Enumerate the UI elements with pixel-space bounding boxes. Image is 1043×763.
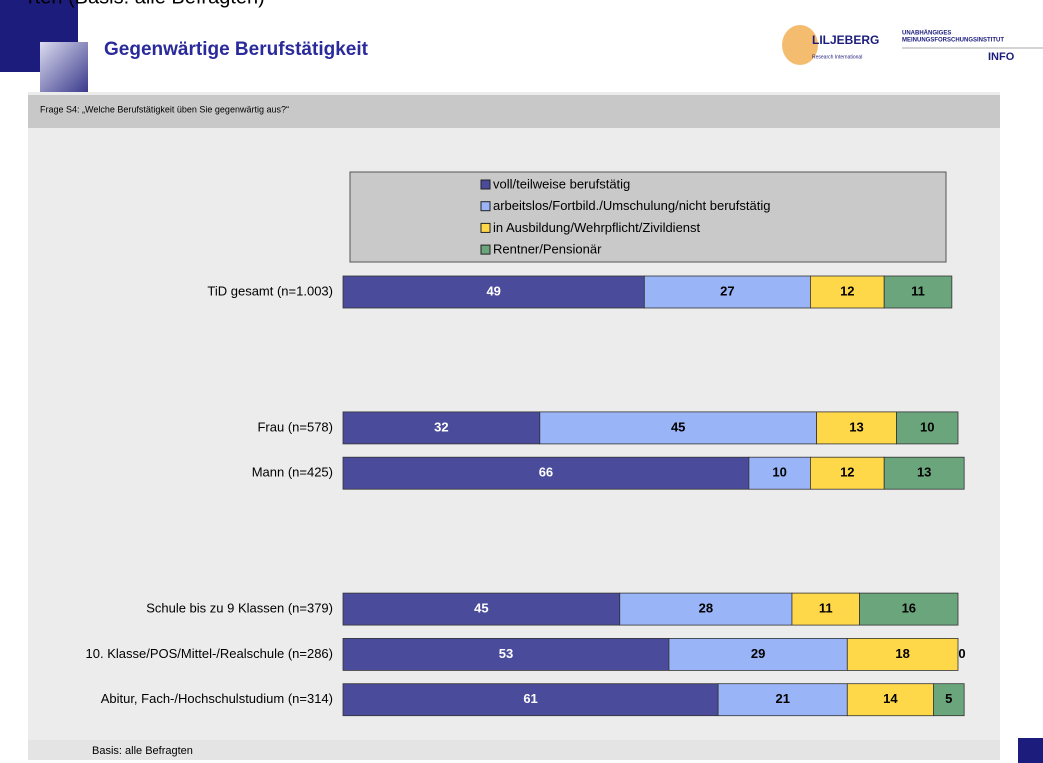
value-label: 61 bbox=[523, 691, 537, 706]
value-label: 13 bbox=[917, 465, 931, 480]
category-label: TiD gesamt (n=1.003) bbox=[207, 283, 333, 298]
value-label: 11 bbox=[819, 601, 833, 616]
value-label: 18 bbox=[895, 646, 909, 661]
bar-segment bbox=[933, 683, 965, 717]
category-label: Frau (n=578) bbox=[257, 419, 333, 434]
bar-segment bbox=[846, 638, 959, 671]
legend-swatch bbox=[480, 201, 491, 212]
value-label: 49 bbox=[486, 283, 500, 298]
legend-label: arbeitslos/Fortbild./Umschulung/nicht be… bbox=[493, 198, 770, 213]
value-label: 45 bbox=[671, 419, 685, 434]
logo-left-sub: Research International bbox=[812, 54, 862, 60]
logo-right-2: MEINUNGSFORSCHUNGSINSTITUT bbox=[902, 38, 1004, 44]
category-label: Schule bis zu 9 Klassen (n=379) bbox=[146, 601, 333, 616]
corner-square-bottom bbox=[1018, 738, 1043, 763]
bar-segment bbox=[342, 275, 645, 309]
legend-label: in Ausbildung/Wehrpflicht/Zivildienst bbox=[493, 220, 701, 235]
logo-right-1: UNABHÄNGIGES bbox=[902, 30, 951, 37]
bar-segment bbox=[342, 456, 750, 490]
value-label: 16 bbox=[902, 601, 916, 616]
bar-segment bbox=[342, 411, 541, 445]
value-label: 28 bbox=[699, 601, 713, 616]
bar-segment bbox=[859, 592, 959, 626]
bar-segment bbox=[539, 411, 817, 445]
value-label: 10 bbox=[920, 419, 934, 434]
logo-left: LILJEBERG bbox=[812, 33, 879, 47]
value-label: 10 bbox=[772, 465, 786, 480]
value-label: 11 bbox=[911, 283, 925, 298]
value-label: 66 bbox=[539, 465, 553, 480]
legend-label: voll/teilweise berufstätig bbox=[493, 176, 630, 191]
bar-segment bbox=[342, 592, 621, 626]
value-label: 29 bbox=[751, 646, 765, 661]
corner-square-light bbox=[40, 42, 88, 92]
legend-swatch bbox=[480, 244, 491, 255]
bar-segment bbox=[342, 683, 719, 717]
bar-segment bbox=[816, 411, 897, 445]
value-label: 12 bbox=[840, 283, 854, 298]
value-label: 5 bbox=[945, 691, 952, 706]
legend-swatch bbox=[480, 222, 491, 233]
bar-segment bbox=[896, 411, 959, 445]
value-label: 21 bbox=[775, 691, 789, 706]
bar-segment bbox=[619, 592, 793, 626]
value-label: 0 bbox=[958, 646, 965, 661]
subtitle: Frage S4: „Welche Berufstätigkeit üben S… bbox=[40, 104, 289, 114]
category-label: Mann (n=425) bbox=[252, 465, 333, 480]
bar-segment bbox=[668, 638, 848, 671]
value-label: 53 bbox=[499, 646, 513, 661]
value-label: 14 bbox=[883, 691, 898, 706]
bar-segment bbox=[748, 456, 811, 490]
value-label: 27 bbox=[720, 283, 734, 298]
header-fragment: rten (Basis: alle Befragten) bbox=[28, 0, 265, 8]
bar-segment bbox=[643, 275, 811, 309]
legend-swatch bbox=[480, 179, 491, 190]
bar-segment bbox=[846, 683, 934, 717]
legend-box bbox=[349, 171, 947, 263]
category-label: 10. Klasse/POS/Mittel-/Realschule (n=286… bbox=[86, 646, 333, 661]
bar-segment bbox=[883, 456, 965, 490]
bar-segment bbox=[791, 592, 861, 626]
chart-title: Gegenwärtige Berufstätigkeit bbox=[104, 39, 369, 60]
value-label: 45 bbox=[474, 601, 488, 616]
value-label: 13 bbox=[849, 419, 863, 434]
logo-right-name: INFO bbox=[988, 51, 1015, 63]
bar-segment bbox=[810, 275, 885, 309]
footer: Basis: alle Befragten bbox=[92, 745, 193, 757]
legend-label: Rentner/Pensionär bbox=[493, 242, 602, 257]
bar-segment bbox=[342, 638, 670, 671]
bar-segment bbox=[883, 275, 953, 309]
footer-bar bbox=[28, 740, 1000, 760]
question-bar bbox=[28, 95, 1000, 128]
value-label: 32 bbox=[434, 419, 448, 434]
logo-mark bbox=[782, 25, 818, 65]
bar-segment bbox=[717, 683, 848, 717]
category-label: Abitur, Fach-/Hochschulstudium (n=314) bbox=[101, 691, 333, 706]
value-label: 12 bbox=[840, 465, 854, 480]
